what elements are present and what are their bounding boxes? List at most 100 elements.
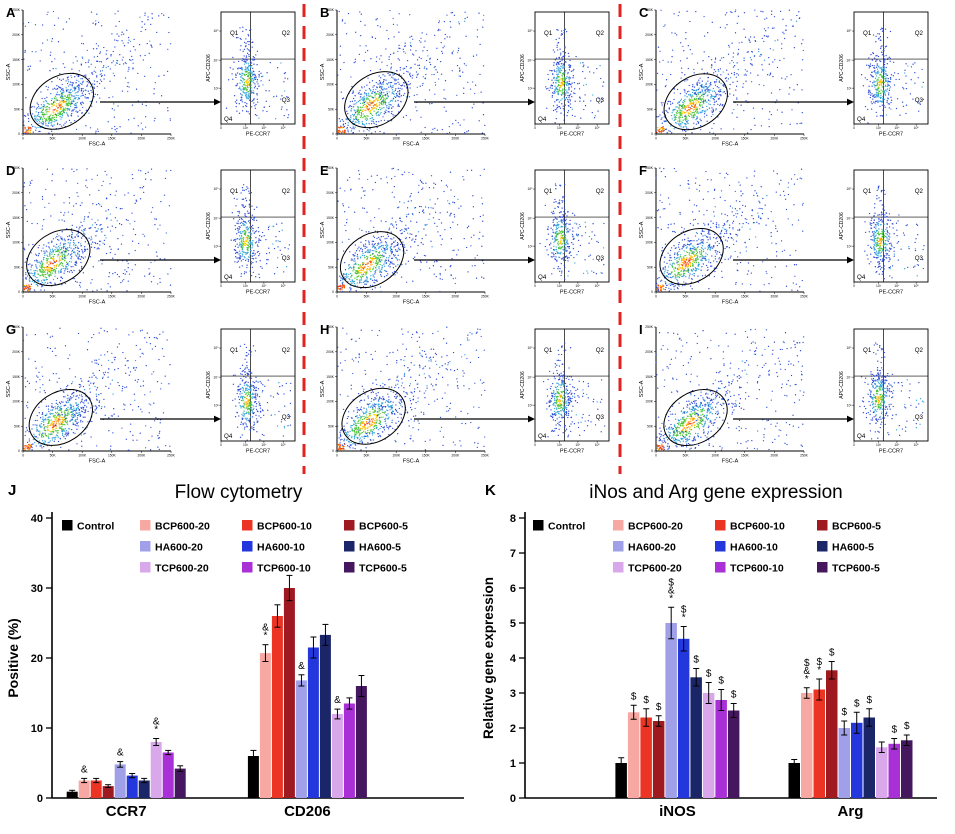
tick-label: 100K <box>326 241 335 245</box>
tick-label: 250K <box>326 166 335 170</box>
gate-ellipse <box>659 227 724 285</box>
tick-label: 150K <box>108 295 117 299</box>
quad-x-axis-label: PE-CCR7 <box>879 449 903 455</box>
y-tick-label: 7 <box>510 548 516 560</box>
quadrant-label-q3: Q3 <box>915 97 924 104</box>
significance-annotation: $ <box>706 669 712 680</box>
gate-arrow-head <box>847 415 854 423</box>
gate-ellipse <box>339 231 405 289</box>
tick-label: 0 <box>651 449 653 453</box>
legend-label: HA600-10 <box>257 542 305 554</box>
quadrant-frame <box>853 169 929 283</box>
legend-swatch <box>817 541 828 552</box>
tick-label: 100K <box>392 454 401 458</box>
legend-swatch <box>613 541 624 552</box>
legend-swatch <box>242 541 253 552</box>
tick-label: 0 <box>853 443 855 447</box>
gate-arrow-head <box>847 98 854 106</box>
tick-label: 200K <box>138 295 147 299</box>
panel-letter: G <box>6 322 16 337</box>
flow-panel-F: F 0 50K 100K 150K 200K 250K 0 50K 100K 150K 200K 250… <box>639 163 929 306</box>
legend-swatch <box>817 562 828 573</box>
quadrant-label-q1: Q1 <box>544 30 553 37</box>
bar <box>702 693 715 798</box>
legend-swatch <box>344 562 355 573</box>
tick-label: 0 <box>336 137 338 141</box>
quad-y-axis-label: APC-CD206 <box>839 54 845 82</box>
significance-annotation: $ * <box>681 605 687 624</box>
tick-label: 10⁵ <box>281 284 287 288</box>
gate-arrow-head <box>847 256 854 264</box>
y-tick-label: 30 <box>31 583 43 595</box>
significance-annotation: $ * <box>816 657 822 676</box>
tick-label: 10⁵ <box>846 346 852 350</box>
chart-title-flow-cytometry: Flow cytometry <box>174 482 303 503</box>
legend-label: BCP600-5 <box>832 521 881 533</box>
significance-annotation: $ <box>731 690 737 701</box>
legend-label: BCP600-20 <box>155 521 210 533</box>
bar <box>162 752 174 798</box>
legend-item: Control <box>62 520 114 533</box>
tick-label: 200K <box>452 295 461 299</box>
tick-label: 10⁴ <box>846 375 852 379</box>
quadrant-label-q1: Q1 <box>230 347 239 354</box>
tick-label: 10³ <box>557 443 563 447</box>
tick-label: 50K <box>364 454 371 458</box>
tick-label: 250K <box>326 325 335 329</box>
legend-item: HA600-5 <box>344 541 401 554</box>
gate-ellipse <box>28 388 93 446</box>
tick-label: 100K <box>78 295 87 299</box>
tick-label: 10⁵ <box>213 29 219 33</box>
tick-label: 10⁴ <box>213 216 219 220</box>
y-tick-label: 6 <box>510 583 516 595</box>
quad-y-axis-label: APC-CD206 <box>206 371 212 399</box>
tick-label: 250K <box>645 166 654 170</box>
legend-label: HA600-20 <box>628 542 676 554</box>
tick-label: 10⁵ <box>595 126 601 130</box>
category-label: Arg <box>838 803 864 820</box>
gate-ellipse <box>26 229 91 287</box>
tick-label: 200K <box>138 137 147 141</box>
scatter-points <box>336 167 485 293</box>
legend-swatch <box>344 541 355 552</box>
bar <box>283 588 295 798</box>
scatter-points <box>22 168 172 292</box>
legend-label: TCP600-20 <box>155 563 209 575</box>
tick-label: 0 <box>655 295 657 299</box>
y-tick-label: 0 <box>510 793 516 805</box>
tick-label: 150K <box>12 58 21 62</box>
panel-letter: H <box>320 322 329 337</box>
bar <box>677 638 690 799</box>
bar <box>615 763 627 798</box>
tick-label: 10⁵ <box>527 187 533 191</box>
tick-label: 250K <box>481 137 490 141</box>
tick-label: 50K <box>50 295 57 299</box>
bar <box>307 647 319 798</box>
tick-label: 10⁴ <box>261 284 267 288</box>
tick-label: 10³ <box>876 284 882 288</box>
gate-ellipse <box>341 387 406 445</box>
legend-swatch <box>715 520 726 531</box>
quadrant-label-q4: Q4 <box>224 116 233 123</box>
tick-label: 100K <box>392 137 401 141</box>
category-label: CD206 <box>284 803 331 820</box>
tick-label: 10³ <box>528 403 534 407</box>
significance-annotation: $ <box>829 648 835 659</box>
bar <box>126 775 138 798</box>
tick-label: 150K <box>12 216 21 220</box>
tick-label: 200K <box>326 350 335 354</box>
quad-x-axis-label: PE-CCR7 <box>560 290 584 296</box>
tick-label: 0 <box>22 454 24 458</box>
tick-label: 0 <box>853 126 855 130</box>
x-axis-label: FSC-A <box>403 142 420 148</box>
tick-label: 10⁴ <box>527 216 533 220</box>
legend-swatch <box>533 520 544 531</box>
y-axis-label: SSC-A <box>320 380 326 397</box>
tick-label: 0 <box>22 137 24 141</box>
legend-item: HA600-5 <box>817 541 874 554</box>
legend-swatch <box>613 562 624 573</box>
bar <box>826 670 838 799</box>
tick-label: 100K <box>12 400 21 404</box>
significance-annotation: & <box>117 748 124 759</box>
quadrant-label-q4: Q4 <box>224 433 233 440</box>
